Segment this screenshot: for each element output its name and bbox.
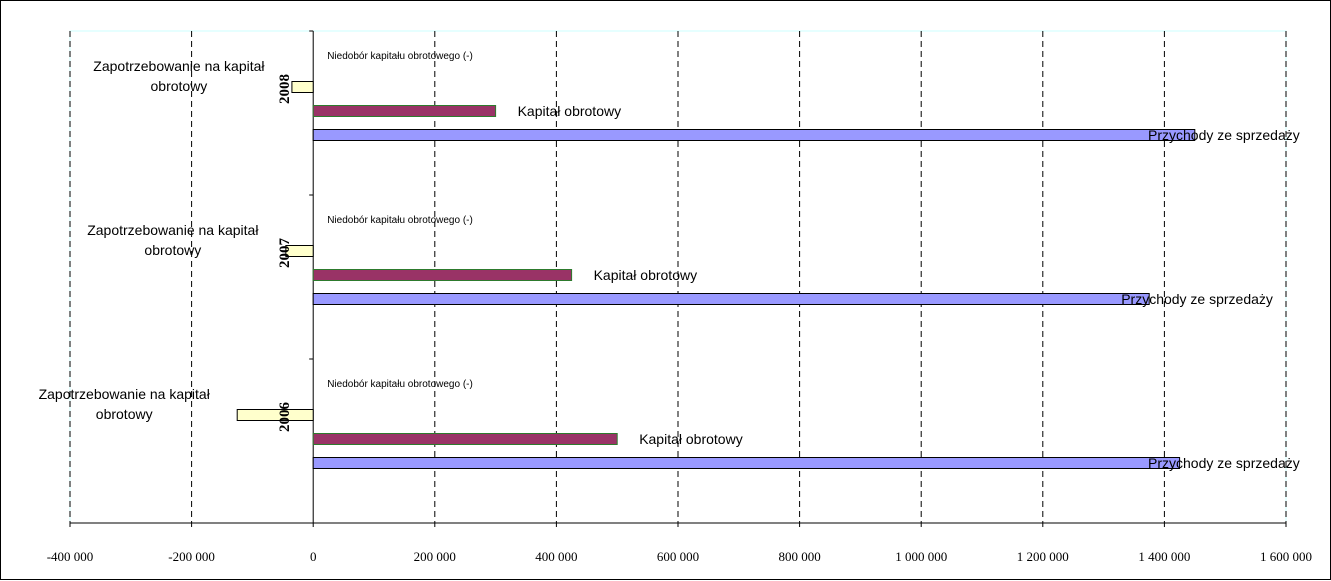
x-tick-label: 600 000 [657, 549, 699, 564]
kapital-obrotowy-label: Kapitał obrotowy [594, 267, 698, 283]
niedobor-label: Niedobór kapitału obrotowego (-) [327, 379, 473, 390]
category-label: 2008 [277, 74, 293, 104]
x-tick-label: 1 600 000 [1260, 549, 1312, 564]
przychody-bar [312, 129, 1196, 141]
zapotrzebowanie-label: obrotowy [151, 78, 208, 94]
category-label: 2007 [277, 238, 293, 269]
kapital-obrotowy-label: Kapitał obrotowy [639, 431, 743, 447]
zapotrzebowanie-bar [291, 81, 314, 93]
zapotrzebowanie-label: Zapotrzebowanie na kapitał [39, 386, 211, 402]
x-tick-label: 0 [310, 549, 317, 564]
przychody-bar [312, 457, 1181, 469]
zapotrzebowanie-label: Zapotrzebowanie na kapitał [93, 58, 265, 74]
przychody-bar [312, 293, 1150, 305]
zapotrzebowanie-label: obrotowy [144, 242, 201, 258]
przychody-label: Przychody ze sprzedaży [1148, 455, 1300, 471]
x-tick-label: 1 200 000 [1017, 549, 1069, 564]
x-tick-label: 400 000 [535, 549, 577, 564]
kapital-obrotowy-bar [312, 433, 618, 445]
zapotrzebowanie-bar [236, 409, 314, 421]
zapotrzebowanie-label: Zapotrzebowanie na kapitał [87, 222, 259, 238]
zapotrzebowanie-bar [285, 245, 314, 257]
kapital-obrotowy-bar [312, 269, 573, 281]
przychody-label: Przychody ze sprzedaży [1148, 127, 1300, 143]
zapotrzebowanie-label: obrotowy [96, 406, 153, 422]
x-tick-label: 800 000 [778, 549, 820, 564]
x-tick-label: 200 000 [414, 549, 456, 564]
kapital-obrotowy-bar [312, 105, 497, 117]
kapital-obrotowy-label: Kapitał obrotowy [518, 103, 622, 119]
x-tick-label: 1 400 000 [1138, 549, 1190, 564]
x-tick-label: -400 000 [47, 549, 94, 564]
niedobor-label: Niedobór kapitału obrotowego (-) [327, 215, 473, 226]
category-label: 2006 [277, 402, 293, 433]
x-tick-label: -200 000 [168, 549, 215, 564]
x-tick-label: 1 000 000 [895, 549, 947, 564]
przychody-label: Przychody ze sprzedaży [1121, 291, 1273, 307]
niedobor-label: Niedobór kapitału obrotowego (-) [327, 51, 473, 62]
